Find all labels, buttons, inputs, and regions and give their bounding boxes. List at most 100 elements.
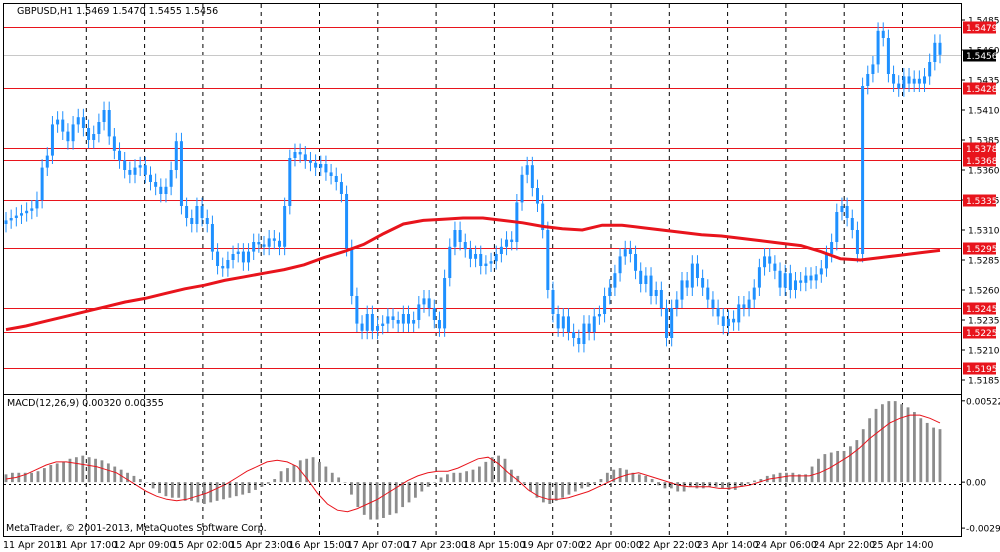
candle-body [226, 260, 230, 269]
macd-bar [887, 401, 891, 483]
time-label: 25 Apr 14:00 [872, 540, 934, 551]
candle-body [102, 110, 106, 122]
macd-bar [759, 479, 763, 483]
candle-body [917, 78, 921, 84]
candle-body [412, 320, 416, 324]
macd-axis: 0.00522 0.00 -0.00295 [961, 397, 1000, 535]
candle-body [726, 318, 730, 326]
macd-bar [714, 482, 718, 487]
candle-body [711, 299, 715, 308]
level-tag [963, 154, 996, 167]
candle-body [350, 248, 354, 296]
candle-body [236, 251, 240, 254]
macd-bar [477, 466, 481, 483]
candle-body [763, 256, 767, 268]
candle-body [840, 206, 844, 212]
candle-body [752, 287, 756, 300]
price-pane-frame[interactable] [3, 3, 962, 395]
macd-bar [471, 469, 475, 483]
symbol-label: GBPUSD,H1 1.5469 1.5470 1.5455 1.5456 [17, 6, 218, 17]
candle-body [61, 119, 65, 132]
candlesticks [4, 22, 942, 353]
candle-body [489, 261, 493, 264]
candle-body [267, 238, 271, 247]
candle-body [830, 242, 834, 254]
candle-body [195, 206, 199, 224]
time-label: 15 Apr 23:00 [230, 540, 292, 551]
macd-bar [330, 472, 334, 483]
candle-body [128, 170, 132, 175]
candle-body [721, 316, 725, 326]
macd-bar [919, 418, 923, 483]
candle-body [556, 314, 560, 329]
candle-body [329, 172, 333, 176]
candle-body [597, 314, 601, 317]
candle-body [644, 275, 648, 284]
candle-body [892, 74, 896, 84]
macd-bar [740, 482, 744, 487]
macd-bar [625, 469, 628, 483]
candle-body [401, 314, 405, 324]
candle-body [566, 316, 570, 332]
candle-body [422, 298, 426, 305]
time-label: 12 Apr 09:00 [114, 540, 176, 551]
macd-bar [804, 474, 808, 483]
candle-body [907, 76, 911, 84]
macd-bar [612, 469, 616, 483]
candle-body [773, 263, 777, 271]
level-price-tags: 1.5479 1.5428 1.5378 1.5368 1.5335 1.5295 1.52… [963, 21, 998, 375]
candle-body [716, 308, 720, 317]
price-tick-label: 1.5310 [968, 227, 1000, 237]
macd-tick-label: 0.00 [966, 479, 986, 489]
candle-body [30, 208, 34, 211]
macd-bar [55, 463, 59, 483]
candle-body [396, 320, 400, 324]
macd-histogram [4, 401, 942, 520]
candle-body [205, 218, 209, 224]
candle-body [814, 274, 818, 281]
macd-tick-label: 0.00522 [966, 397, 1000, 407]
macd-bar [23, 472, 27, 483]
candle-body [293, 152, 297, 158]
candle-body [164, 186, 168, 194]
macd-bar [266, 482, 270, 484]
candle-body [530, 165, 534, 188]
level-tag-label: 1.5295 [966, 245, 998, 255]
macd-bar [298, 460, 302, 483]
price-tick-label: 1.5260 [968, 287, 1000, 297]
candle-body [479, 254, 483, 266]
time-label: 16 Apr 15:00 [289, 540, 351, 551]
macd-bar [375, 482, 379, 520]
macd-bar [369, 482, 373, 520]
macd-bar [657, 482, 660, 486]
price-tick-label: 1.5360 [968, 167, 1000, 177]
candle-body [933, 42, 937, 62]
macd-bar [497, 455, 500, 483]
candle-body [190, 218, 194, 224]
macd-bar [247, 482, 251, 494]
macd-bar [414, 482, 417, 498]
candle-body [417, 304, 421, 320]
macd-bar [701, 482, 705, 489]
candle-body [809, 275, 813, 281]
candle-body [845, 206, 849, 218]
candle-body [737, 304, 741, 323]
macd-bar [727, 482, 731, 490]
candle-body [76, 117, 80, 125]
candle-body [283, 206, 287, 247]
candle-body [324, 164, 328, 173]
macd-bar [36, 471, 40, 483]
candle-body [35, 200, 39, 209]
macd-bar [68, 458, 72, 483]
candle-body [866, 74, 870, 86]
horizontal-levels[interactable] [4, 27, 961, 369]
macd-pane-frame[interactable] [3, 394, 962, 537]
macd-bar [350, 482, 353, 495]
macd-bar [10, 472, 14, 483]
macd-bar [836, 450, 840, 483]
macd-bar [222, 482, 225, 500]
level-tag [963, 362, 996, 375]
price-tick-label: 1.5435 [968, 77, 1000, 87]
